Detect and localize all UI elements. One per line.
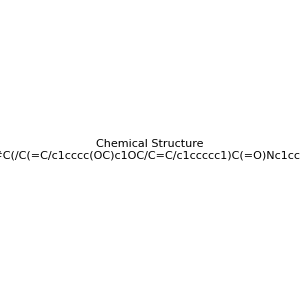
Text: Chemical Structure
N#C(/C(=C/c1cccc(OC)c1OC/C=C/c1ccccc1)C(=O)Nc1ccc2: Chemical Structure N#C(/C(=C/c1cccc(OC)c… xyxy=(0,139,300,161)
